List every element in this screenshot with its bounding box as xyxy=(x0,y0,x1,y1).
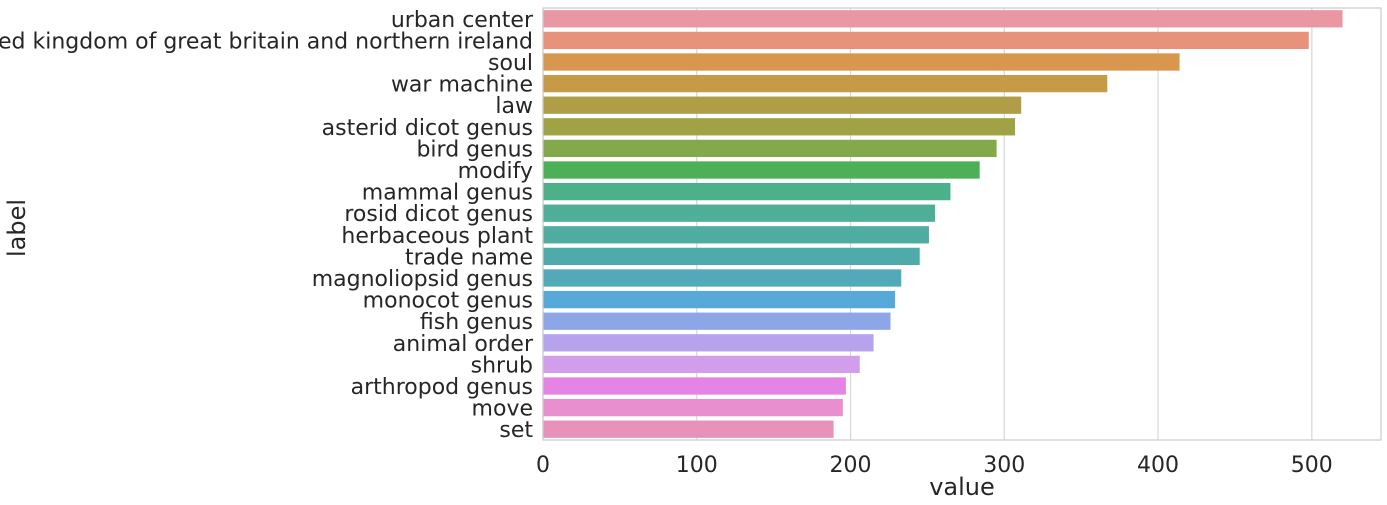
bar xyxy=(543,290,896,309)
bar xyxy=(543,139,997,158)
bar xyxy=(543,377,846,395)
bar xyxy=(543,226,929,244)
bar xyxy=(543,53,1180,71)
bar xyxy=(543,398,843,417)
y-tick-label: arthropod genus xyxy=(351,375,533,400)
x-tick-label: 400 xyxy=(1137,453,1179,478)
y-tick-label: modify xyxy=(458,159,533,184)
x-tick-label: 300 xyxy=(983,453,1025,478)
x-axis-label: value xyxy=(929,473,995,501)
y-tick-label: urban center xyxy=(391,8,534,33)
y-tick-label: move xyxy=(472,397,533,422)
bar xyxy=(543,74,1108,93)
x-tick-label: 500 xyxy=(1291,453,1333,478)
x-tick-label: 0 xyxy=(536,453,550,478)
y-tick-label: herbaceous plant xyxy=(341,224,533,249)
y-tick-label: asterid dicot genus xyxy=(322,116,533,141)
y-tick-label: bird genus xyxy=(416,137,533,162)
y-tick-label: shrub xyxy=(471,353,533,378)
bar xyxy=(543,204,936,222)
y-tick-label: fish genus xyxy=(420,310,533,335)
y-tick-label: set xyxy=(499,418,533,443)
x-tick-label: 100 xyxy=(676,453,718,478)
bar xyxy=(543,31,1309,50)
x-tick-labels: 0 100 200 300 400 500 xyxy=(536,453,1333,478)
bars xyxy=(543,10,1343,438)
y-tick-label: monocot genus xyxy=(363,289,533,314)
bar xyxy=(543,355,860,374)
bar xyxy=(543,161,980,179)
bar xyxy=(543,118,1016,136)
y-tick-label: rosid dicot genus xyxy=(344,202,533,227)
bar xyxy=(543,96,1022,114)
bar xyxy=(543,182,951,201)
bar xyxy=(543,269,902,287)
bar xyxy=(543,312,891,330)
y-tick-label: united kingdom of great britain and nort… xyxy=(0,29,533,54)
y-tick-label: war machine xyxy=(391,73,533,98)
bar xyxy=(543,334,874,352)
y-tick-label: law xyxy=(495,94,533,119)
x-tick-label: 200 xyxy=(830,453,872,478)
y-tick-label: mammal genus xyxy=(362,181,533,206)
y-tick-label: magnoliopsid genus xyxy=(312,267,533,292)
y-tick-label: soul xyxy=(488,51,533,76)
plot-frame xyxy=(542,7,1382,441)
y-axis-label: label xyxy=(3,199,31,257)
x-gridlines xyxy=(542,8,1313,440)
bar xyxy=(543,420,834,438)
bar xyxy=(543,10,1343,28)
y-tick-label: animal order xyxy=(393,332,534,357)
bar xyxy=(543,247,920,266)
y-tick-label: trade name xyxy=(405,245,533,270)
